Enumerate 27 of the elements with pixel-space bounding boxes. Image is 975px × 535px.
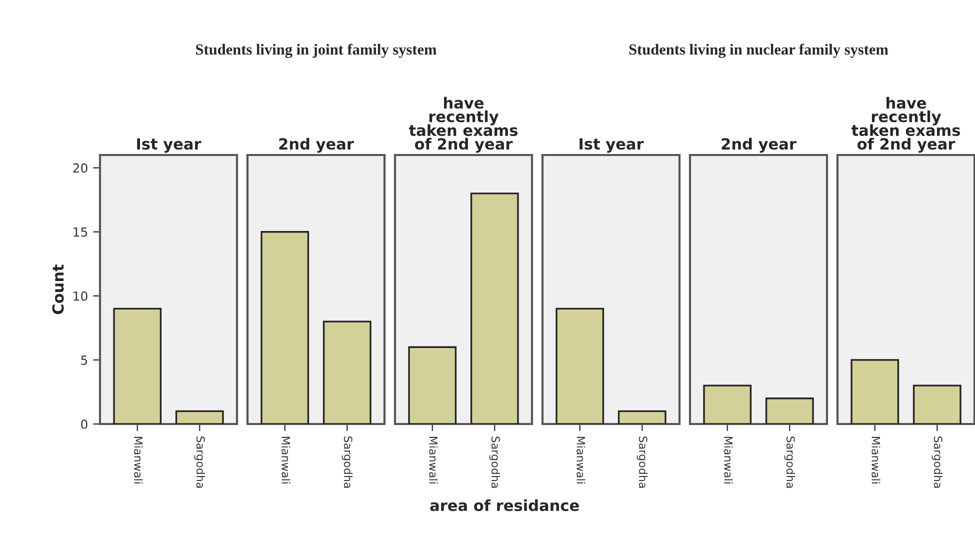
- y-tick-label: 0: [81, 419, 88, 429]
- x-tick-label: Mianwali: [282, 436, 290, 484]
- chart-title: 2nd year: [722, 138, 796, 153]
- y-tick-label: 5: [81, 356, 88, 365]
- chart-title: have recently taken exams of 2nd year: [408, 96, 518, 153]
- x-tick-label: Mianwali: [134, 436, 143, 484]
- x-tick-label: Sargodha: [194, 436, 206, 488]
- x-tick-label: Sargodha: [489, 436, 500, 488]
- x-tick-label: Mianwali: [872, 436, 880, 484]
- x-tick-label: Sargodha: [342, 436, 353, 488]
- x-tick-label: Mianwali: [576, 436, 586, 484]
- x-tick-label: Sargodha: [932, 436, 943, 488]
- y-tick-label: 10: [74, 291, 88, 301]
- y-tick-label: 20: [73, 163, 88, 173]
- text: Students living in nuclear family system: [629, 44, 888, 58]
- x-tick-label: Sargodha: [636, 436, 648, 488]
- y-axis-title: Count: [52, 264, 64, 314]
- x-tick-label: Mianwali: [724, 436, 733, 484]
- chart-title: Ist year: [580, 138, 644, 153]
- chart-title: Ist year: [137, 138, 202, 153]
- x-tick-label: Mianwali: [429, 436, 438, 484]
- x-tick-label: Sargodha: [784, 436, 796, 488]
- chart-title: 2nd year: [279, 138, 354, 153]
- x-axis-title: area of residance: [430, 499, 579, 512]
- y-tick-label: 15: [74, 227, 88, 237]
- text: Students living in joint family system: [196, 44, 436, 58]
- chart-title: have recently taken exams of 2nd year: [851, 96, 960, 153]
